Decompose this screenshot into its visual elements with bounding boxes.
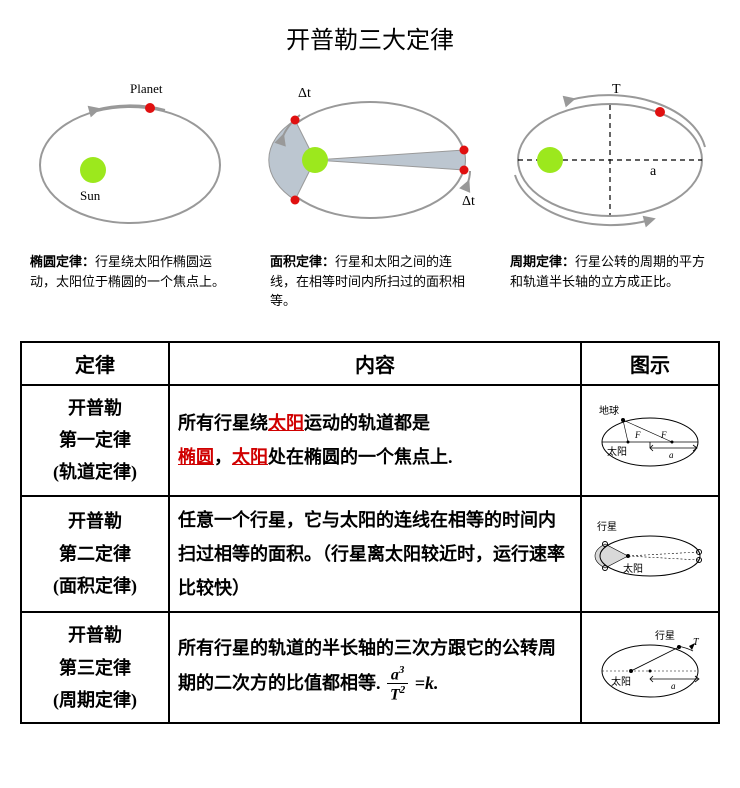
svg-text:a: a: [671, 681, 676, 691]
caption-3: 周期定律：行星公转的周期的平方和轨道半长轴的立方成正比。: [510, 252, 710, 311]
svg-text:太阳: 太阳: [611, 675, 631, 688]
diagram-1: Planet Sun: [20, 75, 240, 240]
table-row: 开普勒 第三定律 (周期定律) 所有行星的轨道的半长轴的三次方跟它的公转周期的二…: [21, 612, 719, 723]
law2-content: 任意一个行星，它与太阳的连线在相等的时间内扫过相等的面积。（行星离太阳较近时，运…: [169, 496, 581, 613]
table-header-row: 定律 内容 图示: [21, 342, 719, 385]
caption-1: 椭圆定律：行星绕太阳作椭圆运动，太阳位于椭圆的一个焦点上。: [30, 252, 230, 311]
diagram-2: Δt Δt: [260, 75, 480, 240]
caption-2: 面积定律：行星和太阳之间的连线，在相等时间内所扫过的面积相等。: [270, 252, 470, 311]
svg-text:F: F: [660, 430, 667, 440]
law3-content: 所有行星的轨道的半长轴的三次方跟它的公转周期的二次方的比值都相等. a3 T2 …: [169, 612, 581, 723]
planet-label: Planet: [130, 81, 163, 96]
T-label: T: [612, 82, 621, 97]
law1-name: 开普勒 第一定律 (轨道定律): [21, 385, 169, 496]
svg-text:行星: 行星: [597, 520, 617, 533]
law2-name: 开普勒 第二定律 (面积定律): [21, 496, 169, 613]
dt-label-2: Δt: [462, 194, 475, 209]
sun-label: Sun: [80, 188, 101, 203]
diagrams-row: Planet Sun Δt Δt: [10, 75, 730, 240]
svg-text:a: a: [669, 450, 674, 460]
svg-text:T: T: [693, 637, 700, 648]
fraction-icon: a3 T2: [387, 665, 408, 705]
svg-text:F: F: [634, 430, 641, 440]
table-row: 开普勒 第一定律 (轨道定律) 所有行星绕太阳运动的轨道都是 椭圆，太阳处在椭圆…: [21, 385, 719, 496]
svg-text:行星: 行星: [655, 629, 675, 642]
header-content: 内容: [169, 342, 581, 385]
law3-name: 开普勒 第三定律 (周期定律): [21, 612, 169, 723]
dt-label-1: Δt: [298, 86, 311, 101]
svg-text:太阳: 太阳: [607, 445, 627, 458]
header-illus: 图示: [581, 342, 719, 385]
law3-illus: 行星 T 太阳 a: [581, 612, 719, 723]
page-title: 开普勒三大定律: [10, 20, 730, 55]
svg-text:地球: 地球: [599, 404, 619, 417]
laws-table: 定律 内容 图示 开普勒 第一定律 (轨道定律) 所有行星绕太阳运动的轨道都是 …: [20, 341, 720, 725]
table-row: 开普勒 第二定律 (面积定律) 任意一个行星，它与太阳的连线在相等的时间内扫过相…: [21, 496, 719, 613]
law1-illus: 地球 F F 太阳 a: [581, 385, 719, 496]
captions-row: 椭圆定律：行星绕太阳作椭圆运动，太阳位于椭圆的一个焦点上。 面积定律：行星和太阳…: [10, 252, 730, 311]
svg-text:太阳: 太阳: [623, 562, 643, 575]
header-law: 定律: [21, 342, 169, 385]
law1-content: 所有行星绕太阳运动的轨道都是 椭圆，太阳处在椭圆的一个焦点上.: [169, 385, 581, 496]
diagram-3: T a: [500, 75, 720, 240]
law2-illus: 行星 太阳: [581, 496, 719, 613]
a-label: a: [650, 164, 657, 179]
